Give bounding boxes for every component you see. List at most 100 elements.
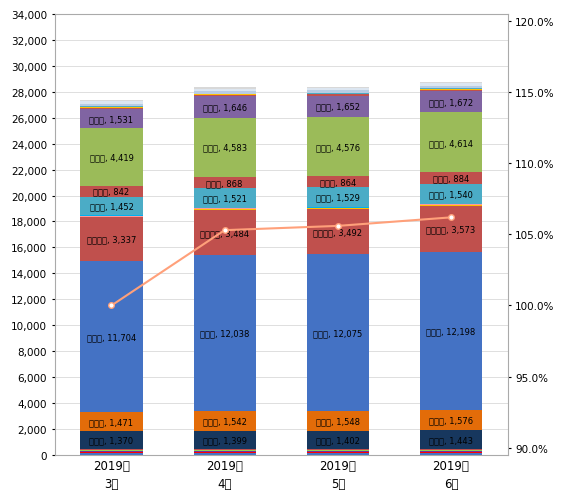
Bar xyxy=(420,206,482,253)
Bar xyxy=(420,410,482,430)
Text: 大阪府, 4,576: 大阪府, 4,576 xyxy=(316,143,360,152)
Bar xyxy=(307,449,369,450)
Bar xyxy=(307,453,369,455)
Text: 大阪府, 4,419: 大阪府, 4,419 xyxy=(89,153,134,162)
Bar xyxy=(420,205,482,206)
Text: 東京都, 12,198: 東京都, 12,198 xyxy=(426,327,475,336)
Bar xyxy=(80,129,143,186)
Bar xyxy=(307,188,369,208)
Text: 東京都, 11,704: 東京都, 11,704 xyxy=(87,332,136,341)
Bar xyxy=(420,204,482,205)
Text: 千葉県, 1,471: 千葉県, 1,471 xyxy=(89,417,134,426)
Bar xyxy=(194,189,256,208)
Text: 兵庫県, 1,672: 兵庫県, 1,672 xyxy=(429,98,473,107)
Bar xyxy=(420,449,482,450)
Bar xyxy=(307,209,369,210)
Text: 京都府, 864: 京都府, 864 xyxy=(320,178,356,187)
Bar xyxy=(420,89,482,90)
Text: 埼玉県, 1,370: 埼玉県, 1,370 xyxy=(89,436,134,445)
Bar xyxy=(194,450,256,451)
Bar xyxy=(420,452,482,453)
Bar xyxy=(80,451,143,452)
Bar xyxy=(307,451,369,452)
Text: 千葉県, 1,542: 千葉県, 1,542 xyxy=(203,417,247,426)
Bar xyxy=(80,104,143,107)
Bar xyxy=(420,451,482,452)
Bar xyxy=(307,210,369,255)
Bar xyxy=(194,453,256,455)
Bar xyxy=(420,450,482,451)
Bar xyxy=(194,449,256,450)
Bar xyxy=(80,450,143,451)
Bar xyxy=(420,173,482,184)
Bar xyxy=(420,453,482,455)
Bar xyxy=(307,177,369,188)
Bar xyxy=(194,452,256,453)
Bar xyxy=(194,208,256,209)
Bar xyxy=(194,88,256,90)
Text: 愛知県, 1,521: 愛知県, 1,521 xyxy=(203,194,247,203)
Text: 愛知県, 1,540: 愛知県, 1,540 xyxy=(429,190,473,199)
Bar xyxy=(80,453,143,455)
Bar xyxy=(194,411,256,431)
Bar xyxy=(194,96,256,97)
Text: 東京都, 12,038: 東京都, 12,038 xyxy=(200,329,250,338)
Bar xyxy=(194,90,256,92)
Bar xyxy=(194,210,256,256)
Text: 京都府, 842: 京都府, 842 xyxy=(93,187,130,196)
Bar xyxy=(307,118,369,177)
Bar xyxy=(80,217,143,218)
Bar xyxy=(194,451,256,452)
Bar xyxy=(307,255,369,411)
Bar xyxy=(307,452,369,453)
Bar xyxy=(420,87,482,89)
Text: 大阪府, 4,583: 大阪府, 4,583 xyxy=(203,143,247,152)
Text: 京都府, 868: 京都府, 868 xyxy=(207,179,243,188)
Bar xyxy=(80,218,143,261)
Bar xyxy=(194,95,256,96)
Bar xyxy=(80,102,143,104)
Bar xyxy=(420,184,482,204)
Text: 千葉県, 1,548: 千葉県, 1,548 xyxy=(316,417,360,426)
Text: 京都府, 884: 京都府, 884 xyxy=(433,174,469,183)
Bar xyxy=(194,178,256,189)
Bar xyxy=(307,95,369,96)
Bar xyxy=(80,108,143,109)
Text: 埼玉県, 1,399: 埼玉県, 1,399 xyxy=(203,436,247,445)
Bar xyxy=(420,113,482,173)
Text: 東京都, 12,075: 東京都, 12,075 xyxy=(313,329,362,338)
Bar xyxy=(194,209,256,210)
Bar xyxy=(307,208,369,209)
Bar xyxy=(80,197,143,216)
Bar xyxy=(194,256,256,411)
Bar xyxy=(80,412,143,431)
Text: 埼玉県, 1,443: 埼玉県, 1,443 xyxy=(429,435,473,444)
Text: 埼玉県, 1,402: 埼玉県, 1,402 xyxy=(316,436,360,445)
Text: 兵庫県, 1,652: 兵庫県, 1,652 xyxy=(316,103,360,112)
Bar xyxy=(307,431,369,449)
Text: 愛知県, 1,529: 愛知県, 1,529 xyxy=(316,193,360,202)
Text: 神奈川県, 3,573: 神奈川県, 3,573 xyxy=(426,225,475,234)
Bar xyxy=(194,431,256,449)
Bar xyxy=(80,431,143,449)
Bar xyxy=(307,87,369,89)
Bar xyxy=(80,452,143,453)
Bar xyxy=(420,91,482,92)
Bar xyxy=(420,84,482,87)
Bar xyxy=(307,411,369,431)
Text: 兵庫県, 1,646: 兵庫県, 1,646 xyxy=(203,103,247,112)
Text: 愛知県, 1,452: 愛知県, 1,452 xyxy=(89,202,134,211)
Text: 兵庫県, 1,531: 兵庫県, 1,531 xyxy=(89,115,134,124)
Bar xyxy=(80,101,143,102)
Text: 千葉県, 1,576: 千葉県, 1,576 xyxy=(429,416,473,425)
Bar xyxy=(194,97,256,118)
Bar xyxy=(420,430,482,449)
Bar xyxy=(307,94,369,95)
Bar xyxy=(80,109,143,129)
Bar xyxy=(307,96,369,118)
Text: 大阪府, 4,614: 大阪府, 4,614 xyxy=(429,139,473,148)
Bar xyxy=(307,91,369,94)
Bar xyxy=(80,107,143,108)
Bar xyxy=(420,90,482,91)
Text: 神奈川県, 3,492: 神奈川県, 3,492 xyxy=(314,228,362,237)
